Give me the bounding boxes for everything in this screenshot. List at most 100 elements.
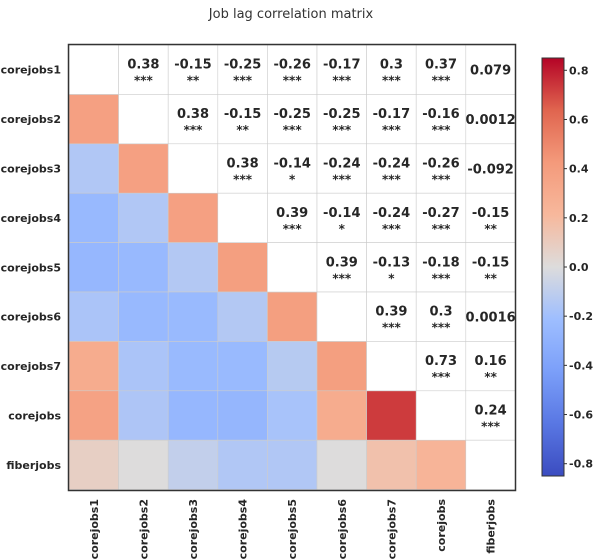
cell-value-label: -0.17 [323,58,360,73]
cell-value-label: -0.25 [273,107,310,122]
blank-cell [366,242,417,293]
blank-cell [316,44,367,95]
cell-significance-label: *** [283,222,303,236]
blank-cell [167,44,219,95]
heatmap-cell-corejobs-corejobs6 [316,390,367,441]
heatmap-cell-corejobs6-corejobs5 [267,291,318,342]
cell-value-label: 0.37 [425,58,457,73]
cell-significance-label: *** [432,370,452,384]
x-tick-label-corejobs2: corejobs2 [137,499,150,559]
blank-cell [366,94,417,145]
colorbar-tick-label: 0.2 [569,212,589,225]
blank-cell [366,341,417,392]
cell-significance-label: ** [484,271,497,285]
cell-value-label: 0.73 [425,354,457,369]
heatmap-cell-corejobs7-corejobs3 [167,341,219,392]
cell-value-label: -0.27 [422,206,459,221]
colorbar-tick-label: -0.4 [569,359,593,372]
x-tick-label-corejobs6: corejobs6 [336,499,349,559]
heatmap-cell-fiberjobs-corejobs6 [316,439,367,490]
cell-value-label: -0.15 [472,255,509,270]
cell-value-label: -0.17 [373,107,410,122]
colorbar-tick-label: 0.0 [569,261,589,274]
cell-value-label: 0.39 [326,255,358,270]
cell-value-label: -0.24 [373,157,410,172]
heatmap-cell-corejobs-corejobs4 [217,390,268,441]
blank-cell [217,192,268,243]
y-tick-label-corejobs7: corejobs7 [1,360,61,373]
plot-frame [67,43,517,492]
y-tick-label-corejobs3: corejobs3 [1,163,61,176]
y-tick-label-corejobs5: corejobs5 [1,261,61,274]
cell-significance-label: *** [332,173,352,187]
blank-cell [217,94,268,145]
cell-significance-label: *** [283,74,303,88]
cell-significance-label: *** [283,123,303,137]
heatmap-cell-fiberjobs-corejobs4 [217,439,268,490]
colorbar-tick-label: -0.8 [569,458,593,471]
cell-significance-label: *** [432,74,452,88]
x-tick-label-corejobs3: corejobs3 [187,499,200,559]
blank-cell [366,44,417,95]
y-tick-label-corejobs2: corejobs2 [1,113,61,126]
cell-value-label: 0.3 [429,305,452,320]
cell-significance-label: *** [233,173,253,187]
cell-value-label: -0.24 [373,206,410,221]
y-tick-label-corejobs1: corejobs1 [1,64,61,77]
blank-cell [465,390,516,441]
cell-significance-label: *** [382,321,402,335]
colorbar-tick-label: -0.6 [569,409,593,422]
cell-significance-label: * [388,271,395,285]
blank-cell [167,143,219,194]
heatmap-cell-fiberjobs-corejobs7 [366,439,417,490]
heatmap-cell-corejobs6-corejobs2 [118,291,169,342]
cell-significance-label: ** [484,222,497,236]
heatmap-cell-corejobs5-corejobs4 [217,242,268,293]
colorbar-tick-label: 0.8 [569,64,589,77]
heatmap-cell-corejobs-corejobs3 [167,390,219,441]
cell-significance-label: ** [484,370,497,384]
cell-value-label: -0.14 [273,157,310,172]
cell-significance-label: *** [184,123,204,137]
heatmap-cell-corejobs7-corejobs6 [316,341,367,392]
cell-value-label: -0.15 [472,206,509,221]
heatmap-cell-corejobs7-corejobs5 [267,341,318,392]
heatmap-cell-corejobs3-corejobs2 [118,143,169,194]
blank-cell [415,242,467,293]
cell-value-label: 0.0016 [466,311,516,326]
heatmap-cell-fiberjobs-corejobs2 [118,439,169,490]
heatmap-cell-fiberjobs-corejobs1 [68,439,119,490]
blank-cell [316,192,367,243]
blank-cell [316,242,367,293]
blank-cell [415,390,467,441]
heatmap-cell-fiberjobs-corejobs [415,439,467,490]
cell-value-label: -0.24 [323,157,360,172]
heatmap-cell-corejobs6-corejobs3 [167,291,219,342]
cell-value-label: 0.24 [475,404,507,419]
blank-cell [316,94,367,145]
heatmap-cell-corejobs6-corejobs4 [217,291,268,342]
cell-significance-label: *** [432,271,452,285]
chart-title: Job lag correlation matrix [208,7,374,22]
cell-significance-label: *** [233,74,253,88]
cell-significance-label: *** [382,123,402,137]
heatmap-cell-corejobs-corejobs5 [267,390,318,441]
cell-value-label: -0.25 [323,107,360,122]
heatmap-cell-corejobs-corejobs7 [366,390,417,441]
blank-cell [465,439,516,490]
cell-value-label: -0.26 [273,58,310,73]
colorbar-tick-label: -0.2 [569,310,593,323]
heatmap-cell-corejobs7-corejobs1 [68,341,119,392]
cell-significance-label: *** [432,173,452,187]
cell-value-label: 0.3 [380,58,403,73]
colorbar-tick-label: 0.6 [569,113,589,126]
x-tick-label-corejobs4: corejobs4 [237,499,250,559]
blank-cell [366,143,417,194]
heatmap-cell-corejobs4-corejobs2 [118,192,169,243]
cell-value-label: 0.0012 [466,113,516,128]
y-tick-label-corejobs6: corejobs6 [1,311,62,324]
blank-cell [415,143,467,194]
blank-cell [415,192,467,243]
blank-cell [68,44,119,95]
cell-value-label: -0.15 [174,58,211,73]
